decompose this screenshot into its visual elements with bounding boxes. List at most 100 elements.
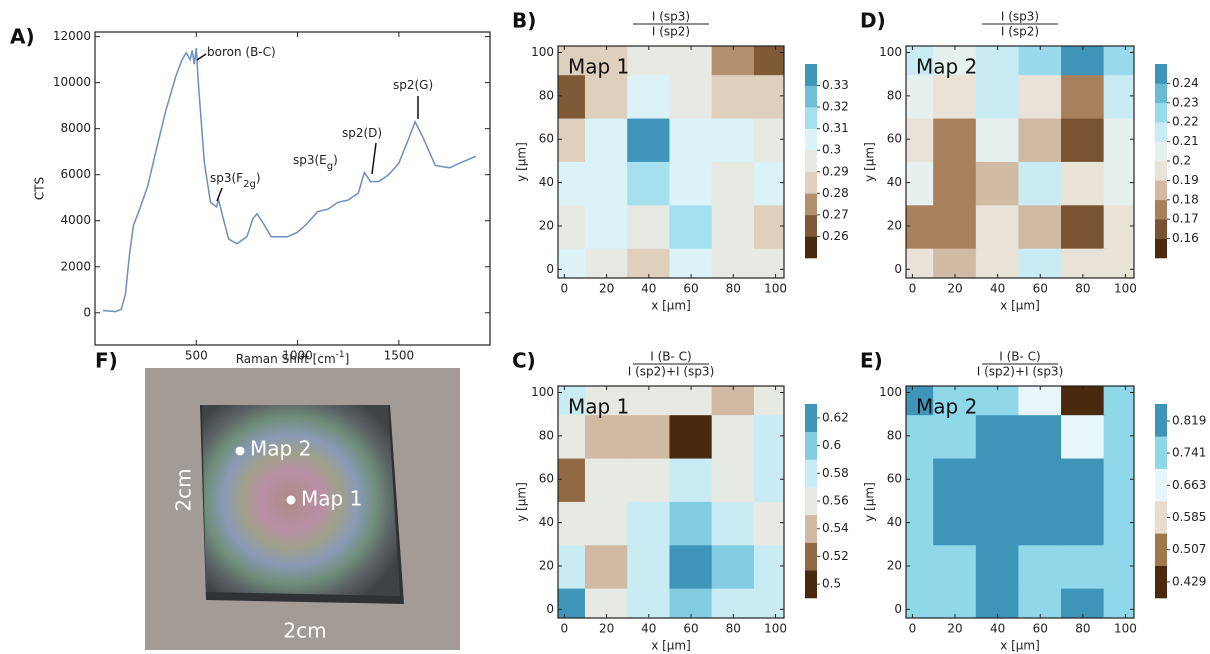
y-tick-label: 40 bbox=[539, 515, 554, 529]
contour-cell bbox=[558, 413, 587, 459]
contour-cell bbox=[669, 587, 714, 618]
text-part: -1 bbox=[336, 350, 345, 360]
contour-cell bbox=[975, 73, 1020, 119]
text-part: sp2(D) bbox=[342, 126, 382, 140]
contour-field bbox=[906, 386, 1134, 618]
colorbar-band bbox=[1155, 468, 1167, 502]
x-tick-label: 60 bbox=[683, 282, 698, 296]
colorbar-tick-label: 0.6 bbox=[822, 438, 841, 452]
colorbar-tick-label: 0.16 bbox=[1172, 231, 1199, 245]
contour-cell bbox=[906, 203, 935, 249]
contour-cell bbox=[1103, 587, 1134, 618]
contour-cell bbox=[906, 543, 935, 589]
colorbar-band bbox=[1155, 199, 1167, 220]
x-tick-label: 60 bbox=[683, 622, 698, 636]
y-axis-label: y [µm] bbox=[515, 482, 529, 522]
contour-cell bbox=[669, 543, 714, 589]
colorbar-band bbox=[1155, 238, 1167, 259]
colorbar-band bbox=[805, 431, 817, 460]
contour-cell bbox=[669, 73, 714, 119]
contour-cell bbox=[627, 543, 671, 589]
contour-cell bbox=[933, 203, 978, 249]
y-tick-label: 60 bbox=[539, 132, 554, 146]
contour-cell bbox=[669, 386, 714, 416]
contour-cell bbox=[627, 457, 671, 502]
x-tick-label: 40 bbox=[641, 282, 656, 296]
contour-cell bbox=[627, 247, 671, 278]
contour-cell bbox=[1103, 543, 1134, 589]
title-denominator: I (sp2)+I (sp3) bbox=[628, 365, 715, 379]
contour-cell bbox=[975, 160, 1020, 206]
contour-cell bbox=[975, 247, 1020, 278]
colorbar-tick-label: 0.52 bbox=[822, 549, 849, 563]
contour-cell bbox=[711, 160, 756, 206]
title-numerator: I (sp3) bbox=[1001, 10, 1039, 24]
contour-cell bbox=[711, 247, 756, 278]
colorbar-tick-label: 0.62 bbox=[822, 410, 849, 424]
contour-cell bbox=[933, 160, 978, 206]
colorbar-tick-label: 0.27 bbox=[822, 207, 849, 221]
text-part: Raman Shift [cm bbox=[236, 352, 336, 366]
x-tick-label: 500 bbox=[185, 349, 208, 363]
text-part: ) bbox=[333, 153, 338, 167]
contour-cell bbox=[627, 73, 671, 119]
map-point bbox=[286, 495, 296, 505]
x-tick-label: 0 bbox=[561, 282, 569, 296]
contour-cell bbox=[753, 160, 784, 206]
y-tick-label: 80 bbox=[539, 88, 554, 102]
x-axis-label: x [µm] bbox=[651, 299, 691, 313]
colorbar-band bbox=[1155, 141, 1167, 162]
x-tick-label: 80 bbox=[1075, 282, 1090, 296]
contour-cell bbox=[753, 203, 784, 249]
chart-panel: D) 0 20 40 60 80 100 0 20 40 60 80 100 I (sp3)I (sp2)… bbox=[860, 9, 1199, 313]
contour-cell bbox=[975, 500, 1020, 546]
contour-cell bbox=[584, 500, 629, 546]
contour-cell bbox=[669, 247, 714, 278]
y-tick-label: 80 bbox=[887, 428, 902, 442]
chart-panel: A) 500 1000 1500 0 2000 4000 6000 8000 10000 12000… bbox=[10, 25, 491, 366]
colorbar-tick-label: 0.507 bbox=[1172, 542, 1206, 556]
title-numerator: I (sp3) bbox=[652, 10, 690, 24]
title-denominator: I (sp2) bbox=[1001, 25, 1039, 39]
contour-cell bbox=[711, 203, 756, 249]
contour-field bbox=[906, 46, 1134, 278]
contour-cell bbox=[1018, 587, 1063, 618]
contour-cell bbox=[1061, 543, 1106, 589]
contour-cell bbox=[975, 117, 1020, 162]
colorbar-band bbox=[1155, 436, 1167, 469]
y-tick-label: 20 bbox=[539, 558, 554, 572]
colorbar-band bbox=[805, 171, 817, 194]
y-tick-label: 2000 bbox=[60, 259, 91, 273]
contour-cell bbox=[933, 543, 978, 589]
colorbar-band bbox=[805, 150, 817, 173]
contour-cell bbox=[975, 413, 1020, 459]
contour-cell bbox=[933, 413, 978, 459]
contour-cell bbox=[711, 46, 756, 76]
colorbar-tick-label: 0.58 bbox=[822, 466, 849, 480]
y-tick-label: 12000 bbox=[53, 29, 91, 43]
panel-letter: D) bbox=[860, 9, 886, 33]
panel-letter: C) bbox=[512, 349, 536, 373]
panel-letter: B) bbox=[512, 9, 536, 33]
x-tick-label: 20 bbox=[947, 282, 962, 296]
contour-cell bbox=[1018, 117, 1063, 162]
colorbar-band bbox=[805, 487, 817, 516]
annotation-leader bbox=[216, 187, 223, 202]
x-tick-label: 60 bbox=[1033, 622, 1048, 636]
colorbar-tick-label: 0.21 bbox=[1172, 134, 1199, 148]
contour-cell bbox=[711, 73, 756, 119]
contour-cell bbox=[753, 500, 784, 546]
contour-cell bbox=[669, 160, 714, 206]
contour-cell bbox=[753, 46, 784, 76]
annotation-leader bbox=[196, 53, 207, 61]
contour-cell bbox=[933, 587, 978, 618]
colorbar-band bbox=[805, 107, 817, 129]
y-tick-label: 100 bbox=[879, 385, 902, 399]
contour-cell bbox=[975, 46, 1020, 76]
y-tick-label: 80 bbox=[539, 428, 554, 442]
contour-cell bbox=[975, 386, 1020, 416]
colorbar-tick-label: 0.5 bbox=[822, 577, 841, 591]
x-tick-label: 1500 bbox=[384, 349, 415, 363]
text-part: g bbox=[327, 161, 333, 172]
